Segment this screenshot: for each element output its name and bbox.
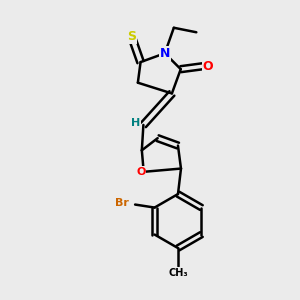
Text: S: S <box>127 30 136 43</box>
Text: N: N <box>160 47 170 60</box>
Text: O: O <box>136 167 146 177</box>
Text: H: H <box>131 118 140 128</box>
Text: O: O <box>202 60 213 73</box>
Text: CH₃: CH₃ <box>168 268 188 278</box>
Text: Br: Br <box>115 198 129 208</box>
